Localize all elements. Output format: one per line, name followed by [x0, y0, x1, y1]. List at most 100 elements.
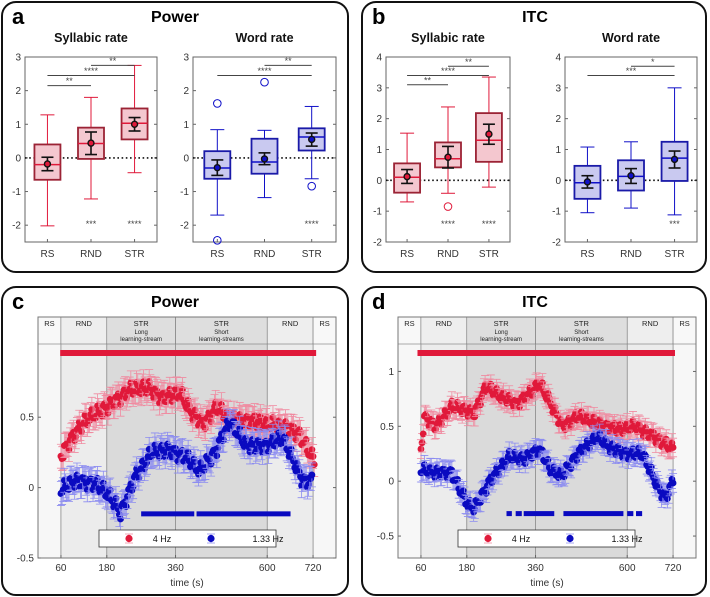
marker: [72, 433, 80, 441]
mean-marker: [260, 155, 269, 163]
marker: [528, 454, 536, 462]
phase-rnd: RND: [420, 316, 468, 558]
box-rnd: [250, 77, 279, 199]
x-tick-label: 360: [527, 563, 544, 574]
marker: [253, 424, 261, 432]
phase-sublabel: Short: [574, 330, 589, 336]
y-tick-label: 2: [15, 86, 21, 97]
marker: [305, 480, 312, 488]
y-tick-label: 0.5: [20, 413, 34, 424]
marker: [197, 459, 205, 467]
significance-bar: [196, 511, 291, 517]
marker: [275, 429, 283, 437]
panel-letter: a: [12, 4, 25, 29]
x-tick-label: 60: [55, 563, 67, 574]
x-tick-label: 360: [167, 563, 184, 574]
legend-marker: [566, 534, 574, 543]
marker: [539, 379, 546, 387]
y-tick-label: 0: [28, 483, 34, 494]
y-tick-label: 3: [376, 83, 382, 94]
data-point: [123, 484, 132, 509]
marker: [140, 378, 147, 386]
x-tick-label: RND: [254, 249, 276, 260]
phase-label: RS: [44, 319, 54, 328]
significance-label: *: [651, 57, 655, 67]
marker: [156, 399, 163, 407]
marker: [290, 423, 297, 431]
x-tick-label: STR: [665, 249, 685, 260]
x-tick-label: 60: [415, 563, 427, 574]
marker: [173, 385, 181, 393]
marker: [639, 432, 647, 440]
x-axis-label: time (s): [170, 578, 203, 589]
marker: [88, 405, 96, 413]
series-1.33-hz: [416, 423, 678, 522]
marker: [459, 487, 467, 495]
panel-letter: b: [372, 4, 385, 29]
significance-label: **: [424, 75, 432, 85]
y-tick-label: 3: [15, 53, 21, 64]
marker: [577, 408, 585, 416]
data-point: [185, 393, 194, 418]
marker: [158, 441, 166, 449]
phase-label: STR: [494, 319, 510, 328]
x-tick-label: 180: [98, 563, 115, 574]
significance-vs-zero: ****: [441, 219, 456, 229]
box-rnd: [77, 96, 105, 200]
mean-marker: [627, 172, 635, 180]
significance-label: ***: [626, 66, 637, 76]
series-4-hz: [416, 372, 678, 460]
significance-vs-zero: ***: [669, 219, 680, 229]
mean-marker: [213, 163, 222, 172]
marker: [551, 465, 559, 473]
mean-marker: [485, 130, 493, 138]
y-tick-label: -2: [180, 221, 189, 232]
y-tick-label: 0: [376, 176, 382, 187]
phase-label: RND: [76, 319, 93, 328]
phase-header: [106, 316, 176, 345]
phase-sublabel: Short: [214, 330, 229, 336]
marker: [477, 401, 484, 409]
y-tick-label: 0: [183, 153, 189, 164]
x-tick-label: RND: [620, 249, 642, 260]
significance-vs-zero: ***: [86, 219, 97, 229]
marker: [417, 445, 425, 453]
significance-bar: [141, 511, 195, 517]
box-rs: [393, 132, 421, 203]
significance-label: ****: [84, 66, 99, 76]
y-tick-label: 0.5: [380, 422, 394, 433]
legend-box: [457, 529, 636, 548]
marker: [308, 471, 316, 479]
legend: 4 Hz 1.33 Hz: [457, 529, 643, 548]
marker: [122, 503, 130, 510]
phase-label: RND: [282, 319, 299, 328]
phase-sublabel: Long: [134, 330, 147, 336]
subplot-title: Word rate: [602, 31, 660, 45]
significance-label: ****: [257, 66, 272, 76]
marker: [143, 458, 151, 466]
axes-box: [397, 316, 697, 559]
y-tick-label: 1: [376, 145, 382, 156]
y-tick-label: 0: [15, 153, 21, 164]
y-tick-label: 4: [376, 53, 382, 64]
significance-bar: [60, 350, 317, 356]
phase-label: RS: [404, 319, 414, 328]
marker: [98, 412, 106, 420]
panel-letter: c: [12, 289, 24, 314]
marker: [534, 451, 542, 459]
marker: [117, 515, 124, 523]
marker: [213, 452, 221, 460]
x-tick-label: RS: [40, 249, 54, 260]
marker: [528, 392, 536, 400]
marker: [220, 436, 228, 444]
marker: [516, 403, 523, 411]
marker: [418, 439, 426, 447]
x-tick-label: 720: [305, 563, 322, 574]
x-tick-label: 600: [619, 563, 636, 574]
significance-bar: [563, 511, 624, 517]
